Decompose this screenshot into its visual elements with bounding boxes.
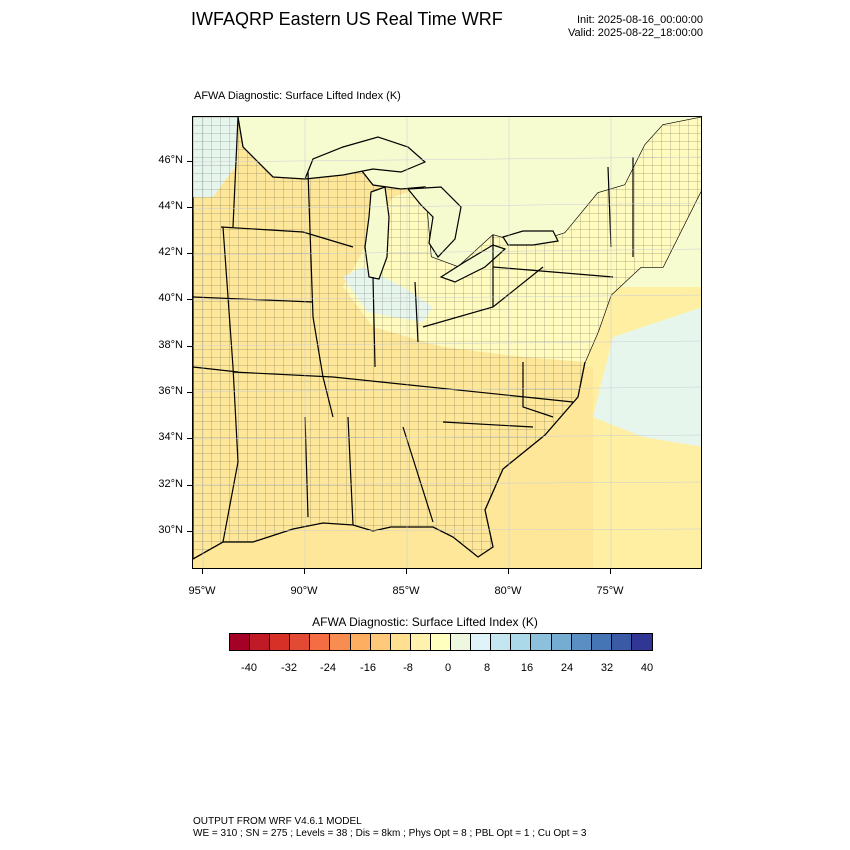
lake-michigan xyxy=(364,186,390,280)
lat-label-34: 34°N xyxy=(158,431,183,443)
colorbar-box xyxy=(631,634,652,650)
state-borders xyxy=(193,117,634,543)
lat-tick xyxy=(187,531,192,532)
lat-label-38: 38°N xyxy=(158,339,183,351)
colorbar-box xyxy=(571,634,592,650)
lat-tick xyxy=(187,346,192,347)
colorbar-label: 0 xyxy=(444,662,452,674)
lat-tick xyxy=(187,485,192,486)
colorbar xyxy=(229,633,653,651)
colorbar-box xyxy=(551,634,572,650)
lon-label-80: 80°W xyxy=(494,585,522,597)
colorbar-box xyxy=(290,634,311,650)
lat-tick xyxy=(187,253,192,254)
colorbar-label: -32 xyxy=(281,662,297,674)
colorbar-label: -40 xyxy=(241,662,257,674)
colorbar-box xyxy=(430,634,452,650)
lon-label-85: 85°W xyxy=(392,585,420,597)
lat-label-46: 46°N xyxy=(158,154,183,166)
lat-label-30: 30°N xyxy=(158,524,183,536)
lat-tick xyxy=(187,392,192,393)
atlantic-stable-zone xyxy=(593,307,701,447)
colorbar-box xyxy=(330,634,351,650)
lon-label-90: 90°W xyxy=(290,585,318,597)
colorbar-box xyxy=(511,634,532,650)
lon-label-95: 95°W xyxy=(188,585,216,597)
lon-tick xyxy=(610,569,611,574)
map-frame xyxy=(192,116,702,569)
map-subtitle: AFWA Diagnostic: Surface Lifted Index (K… xyxy=(194,90,401,102)
colorbar-box xyxy=(611,634,632,650)
lake-ontario xyxy=(502,230,559,246)
colorbar-box xyxy=(451,634,472,650)
colorbar-label: 8 xyxy=(483,662,491,674)
colorbar-box xyxy=(491,634,512,650)
lat-label-32: 32°N xyxy=(158,478,183,490)
colorbar-label: -8 xyxy=(403,662,413,674)
lat-tick xyxy=(187,299,192,300)
colorbar-box xyxy=(270,634,291,650)
lon-tick xyxy=(304,569,305,574)
colorbar-box xyxy=(230,634,251,650)
colorbar-box xyxy=(350,634,371,650)
valid-time: Valid: 2025-08-22_18:00:00 xyxy=(568,27,703,39)
colorbar-box xyxy=(390,634,411,650)
county-lines xyxy=(193,117,701,559)
lon-label-75: 75°W xyxy=(596,585,624,597)
lat-tick xyxy=(187,161,192,162)
lat-label-42: 42°N xyxy=(158,246,183,258)
lat-label-36: 36°N xyxy=(158,385,183,397)
lake-erie xyxy=(439,244,507,283)
lifted-index-map xyxy=(193,117,701,568)
colorbar-label: -16 xyxy=(360,662,376,674)
lon-tick xyxy=(202,569,203,574)
lake-superior xyxy=(304,136,427,180)
main-title: IWFAQRP Eastern US Real Time WRF xyxy=(191,9,503,29)
colorbar-box xyxy=(250,634,271,650)
lake-huron xyxy=(406,186,462,258)
colorbar-label: 16 xyxy=(520,662,534,674)
lat-tick xyxy=(187,438,192,439)
lon-tick xyxy=(406,569,407,574)
colorbar-label: 40 xyxy=(640,662,654,674)
lon-tick xyxy=(508,569,509,574)
colorbar-label: 32 xyxy=(600,662,614,674)
lat-label-44: 44°N xyxy=(158,200,183,212)
colorbar-box xyxy=(370,634,391,650)
colorbar-label: -24 xyxy=(320,662,336,674)
lat-label-40: 40°N xyxy=(158,292,183,304)
colorbar-box xyxy=(410,634,431,650)
colorbar-title: AFWA Diagnostic: Surface Lifted Index (K… xyxy=(312,615,538,629)
lat-tick xyxy=(187,207,192,208)
colorbar-box xyxy=(591,634,612,650)
colorbar-box xyxy=(310,634,331,650)
graticule xyxy=(193,117,701,568)
footer-model-line: OUTPUT FROM WRF V4.6.1 MODEL xyxy=(193,816,362,827)
colorbar-box xyxy=(531,634,552,650)
footer-config-line: WE = 310 ; SN = 275 ; Levels = 38 ; Dis … xyxy=(193,828,587,839)
init-time: Init: 2025-08-16_00:00:00 xyxy=(577,14,703,26)
colorbar-box xyxy=(471,634,492,650)
colorbar-label: 24 xyxy=(560,662,574,674)
